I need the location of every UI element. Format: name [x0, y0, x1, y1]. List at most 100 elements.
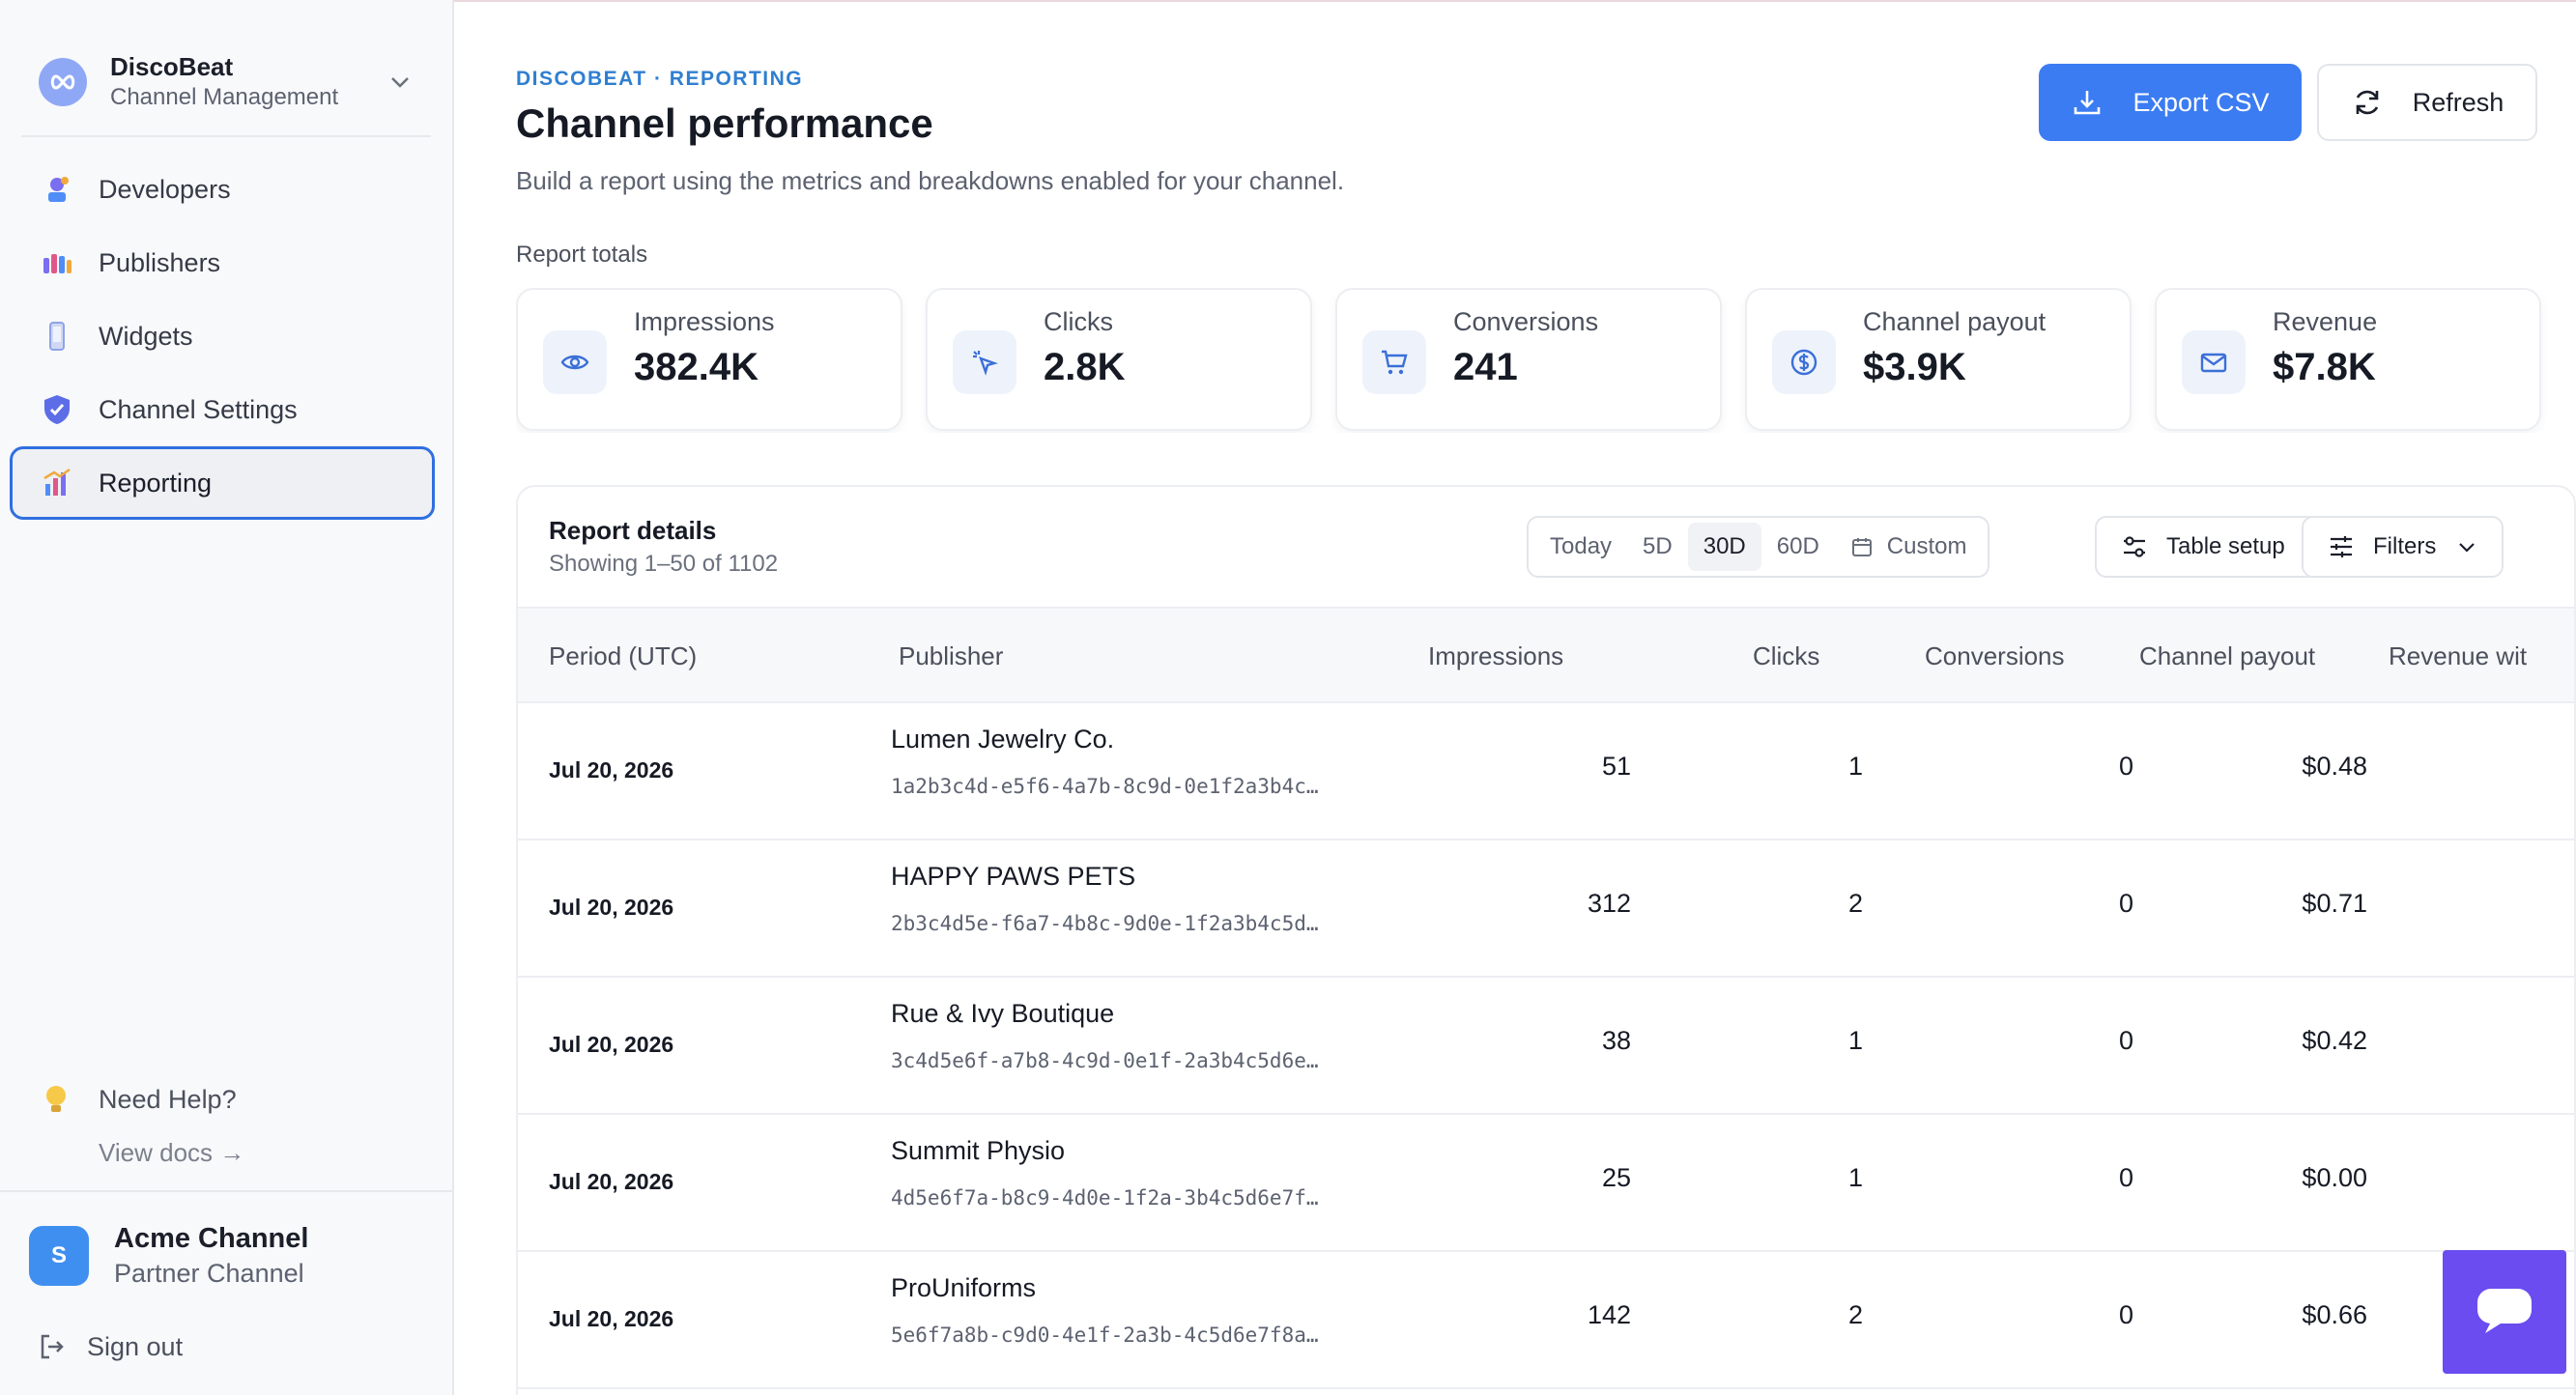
- column-header-conversions[interactable]: Conversions: [1925, 641, 2065, 670]
- cell-period: Jul 20, 2026: [549, 1032, 674, 1057]
- cell-clicks: 1: [1847, 1163, 1863, 1192]
- phone-icon: [39, 318, 75, 355]
- account-subtitle: Partner Channel: [114, 1259, 304, 1288]
- column-header-impressions[interactable]: Impressions: [1428, 641, 1564, 670]
- export-csv-button[interactable]: Export CSV: [2039, 64, 2302, 141]
- dollar-circle-icon: [1772, 330, 1836, 394]
- column-header-revenue[interactable]: Revenue wit: [2389, 641, 2528, 670]
- range-custom[interactable]: Custom: [1835, 523, 1983, 571]
- help-section: Need Help? View docs →: [39, 1082, 244, 1168]
- view-docs-link[interactable]: View docs →: [99, 1138, 245, 1167]
- shield-icon: [39, 391, 75, 428]
- cell-publisher-id: 3c4d5e6f-a7b8-4c9d-0e1f-2a3b4c5d6e…: [891, 1049, 1319, 1072]
- workspace-name: DiscoBeat: [110, 52, 234, 81]
- total-value: 2.8K: [1044, 346, 1126, 388]
- total-label: Revenue: [2273, 307, 2378, 336]
- help-label: Need Help?: [99, 1084, 237, 1114]
- main-content: DISCOBEAT · REPORTING Channel performanc…: [454, 0, 2576, 1395]
- cursor-click-icon: [953, 330, 1016, 394]
- total-card-impressions: Impressions 382.4K: [516, 288, 902, 431]
- cell-clicks: 1: [1847, 1026, 1863, 1055]
- account-name: Acme Channel: [114, 1223, 309, 1254]
- refresh-icon: [2351, 86, 2384, 119]
- total-label: Conversions: [1453, 307, 1599, 336]
- account-card[interactable]: S Acme Channel Partner Channel: [29, 1221, 452, 1291]
- sidebar: DiscoBeat Channel Management Developers …: [0, 0, 454, 1395]
- refresh-button[interactable]: Refresh: [2317, 64, 2537, 141]
- cell-period: Jul 20, 2026: [549, 1169, 674, 1194]
- range-today[interactable]: Today: [1550, 533, 1613, 559]
- cell-clicks: 1: [1847, 752, 1863, 781]
- cell-publisher: ProUniforms: [891, 1273, 1037, 1302]
- cell-conversions: 0: [2118, 1163, 2133, 1192]
- cell-publisher: Rue & Ivy Boutique: [891, 999, 1115, 1028]
- total-card-conversions: Conversions 241: [1335, 288, 1722, 431]
- top-divider: [454, 0, 2576, 2]
- sidebar-item-channel-settings[interactable]: Channel Settings: [10, 373, 435, 446]
- cell-channel-payout: $0.66: [2302, 1300, 2367, 1329]
- chevron-down-icon: [2455, 535, 2478, 558]
- sign-out-icon: [37, 1331, 68, 1362]
- download-icon: [2071, 86, 2104, 119]
- range-30d[interactable]: 30D: [1687, 523, 1761, 571]
- eye-icon: [543, 330, 607, 394]
- table-row[interactable]: Jul 20, 2026 Lumen Jewelry Co. 1a2b3c4d-…: [518, 703, 2574, 840]
- date-range-selector: Today 5D 30D 60D Custom: [1527, 516, 1990, 578]
- cell-impressions: 25: [1601, 1163, 1631, 1192]
- cell-publisher-id: 2b3c4d5e-f6a7-4b8c-9d0e-1f2a3b4c5d…: [891, 912, 1319, 935]
- range-60d[interactable]: 60D: [1776, 533, 1819, 559]
- total-card-clicks: Clicks 2.8K: [926, 288, 1312, 431]
- cell-channel-payout: $0.48: [2302, 752, 2367, 781]
- cell-publisher-id: 5e6f7a8b-c9d0-4e1f-2a3b-4c5d6e7f8a…: [891, 1324, 1319, 1347]
- sidebar-item-developers[interactable]: Developers: [10, 153, 435, 226]
- total-value: $7.8K: [2273, 346, 2376, 388]
- cell-publisher: HAPPY PAWS PETS: [891, 862, 1136, 891]
- breadcrumb: DISCOBEAT · REPORTING: [516, 68, 804, 90]
- people-group-icon: [39, 244, 75, 281]
- sidebar-item-label: Reporting: [99, 468, 213, 498]
- total-card-channel-payout: Channel payout $3.9K: [1745, 288, 2132, 431]
- sidebar-item-label: Publishers: [99, 247, 221, 277]
- column-header-clicks[interactable]: Clicks: [1753, 641, 1820, 670]
- cell-channel-payout: $0.42: [2302, 1026, 2367, 1055]
- cell-conversions: 0: [2118, 1300, 2133, 1329]
- column-header-period[interactable]: Period (UTC): [549, 641, 698, 670]
- sidebar-item-widgets[interactable]: Widgets: [10, 299, 435, 373]
- table-row[interactable]: Jul 20, 2026 Rue & Ivy Boutique 3c4d5e6f…: [518, 978, 2574, 1115]
- cell-period: Jul 20, 2026: [549, 1306, 674, 1331]
- chevron-down-icon[interactable]: [385, 67, 415, 98]
- filters-button[interactable]: Filters: [2302, 516, 2504, 578]
- cell-impressions: 312: [1587, 889, 1631, 918]
- cell-publisher: Summit Physio: [891, 1136, 1066, 1165]
- workspace-switcher[interactable]: DiscoBeat Channel Management: [21, 29, 431, 137]
- report-details-count: Showing 1–50 of 1102: [549, 551, 779, 577]
- cell-impressions: 51: [1601, 752, 1631, 781]
- infinity-logo-icon: [39, 58, 87, 106]
- sign-out-button[interactable]: Sign out: [37, 1331, 452, 1362]
- cell-impressions: 142: [1587, 1300, 1631, 1329]
- cell-channel-payout: $0.00: [2302, 1163, 2367, 1192]
- column-header-publisher[interactable]: Publisher: [899, 641, 1004, 670]
- cell-impressions: 38: [1601, 1026, 1631, 1055]
- cart-icon: [1362, 330, 1426, 394]
- report-details-title: Report details: [549, 516, 717, 545]
- chat-launcher-button[interactable]: [2443, 1250, 2566, 1374]
- sidebar-item-publishers[interactable]: Publishers: [10, 226, 435, 299]
- table-row[interactable]: Jul 20, 2026 ProUniforms 5e6f7a8b-c9d0-4…: [518, 1252, 2574, 1389]
- table-row[interactable]: Jul 20, 2026 HAPPY PAWS PETS 2b3c4d5e-f6…: [518, 840, 2574, 978]
- cell-channel-payout: $0.71: [2302, 889, 2367, 918]
- range-5d[interactable]: 5D: [1643, 533, 1673, 559]
- refresh-label: Refresh: [2412, 87, 2504, 117]
- sliders-icon: [2120, 532, 2149, 561]
- cell-conversions: 0: [2118, 889, 2133, 918]
- sidebar-item-reporting[interactable]: Reporting: [10, 446, 435, 520]
- sidebar-item-label: Widgets: [99, 321, 193, 351]
- filter-icon: [2327, 532, 2356, 561]
- cell-clicks: 2: [1847, 1300, 1863, 1329]
- table-setup-label: Table setup: [2166, 533, 2285, 559]
- column-header-channel-payout[interactable]: Channel payout: [2139, 641, 2316, 670]
- table-row[interactable]: Jul 20, 2026 Summit Physio 4d5e6f7a-b8c9…: [518, 1115, 2574, 1252]
- cell-publisher: Lumen Jewelry Co.: [891, 725, 1115, 754]
- cell-conversions: 0: [2118, 1026, 2133, 1055]
- total-value: 241: [1453, 346, 1518, 388]
